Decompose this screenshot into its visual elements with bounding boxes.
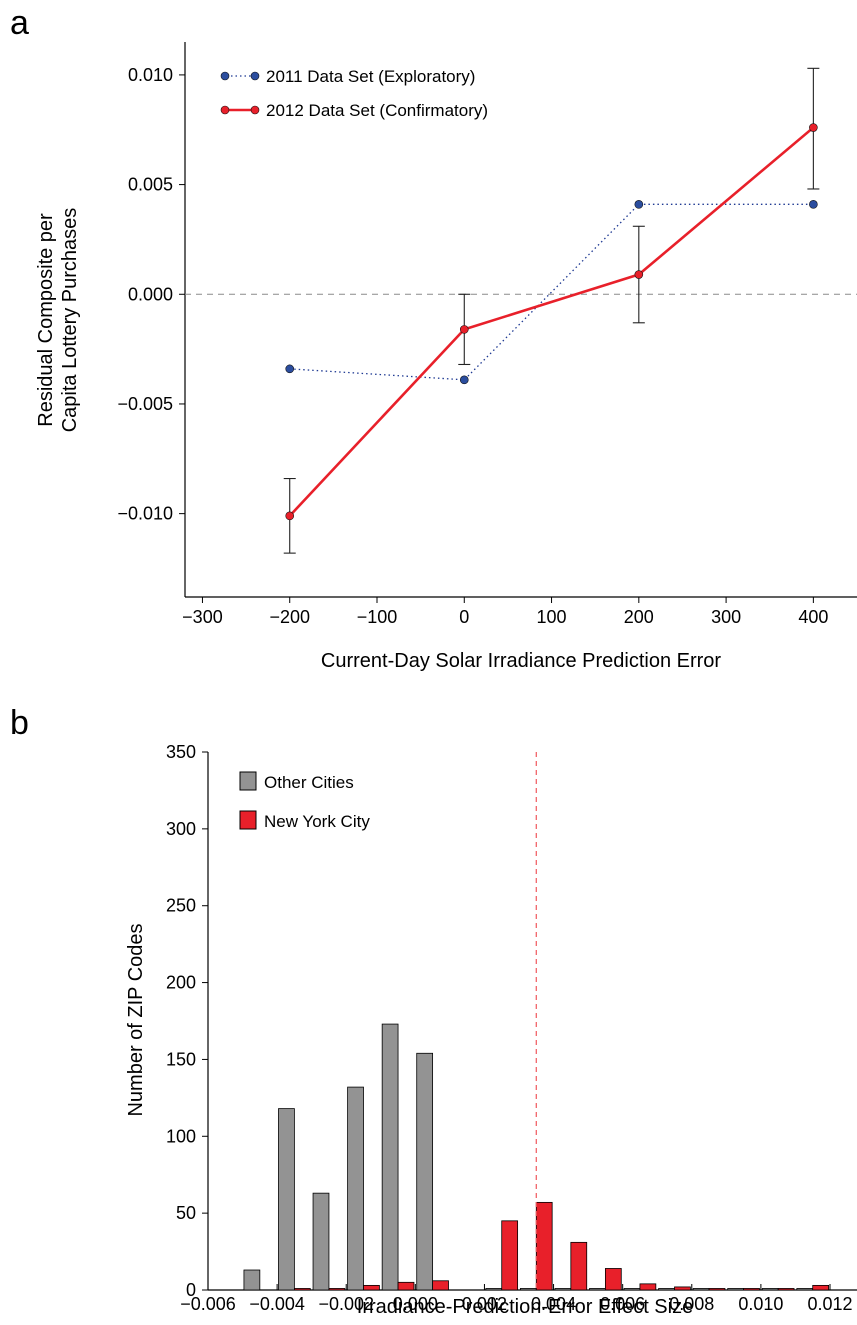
other-cities-bar bbox=[416, 1052, 434, 1291]
panel-b-x-tick-label: −0.006 bbox=[180, 1294, 236, 1314]
panel-a-y-axis-title: Residual Composite per Capita Lottery Pu… bbox=[35, 208, 81, 433]
panel-a-y-tick-label: −0.005 bbox=[117, 394, 173, 414]
panel-a-y-tick-label: 0.010 bbox=[128, 65, 173, 85]
panel-b-bars-layer bbox=[243, 1023, 830, 1291]
new-york-city-bar bbox=[639, 1283, 657, 1291]
other-cities-bar bbox=[589, 1288, 606, 1291]
other-cities-bar bbox=[623, 1288, 641, 1291]
new-york-city-bar bbox=[777, 1288, 795, 1291]
panel-a-ticks: −300 −200 −100 0 100 200 300 400 −0.010 −0.005 0.0… bbox=[117, 65, 828, 627]
legend-2011-label: 2011 Data Set (Exploratory) bbox=[266, 67, 475, 86]
other-cities-bar bbox=[658, 1288, 675, 1291]
series-2012-point bbox=[809, 123, 818, 132]
other-cities-bar bbox=[347, 1086, 364, 1291]
panel-b-ticks: −0.006 −0.004 −0.002 0.000 0.002 0.004 0.006 0.… bbox=[166, 742, 853, 1314]
panel-b-y-axis-title: Number of ZIP Codes bbox=[125, 923, 147, 1116]
panel-b-axes bbox=[207, 752, 857, 1291]
panel-a-x-tick-label: 400 bbox=[798, 607, 828, 627]
other-cities-bar bbox=[485, 1288, 503, 1291]
panel-a-label: a bbox=[10, 4, 29, 42]
new-york-city-bar bbox=[535, 1201, 553, 1291]
new-york-city-bar bbox=[363, 1284, 380, 1291]
new-york-city-bar bbox=[293, 1288, 311, 1291]
legend-other-cities-label: Other Cities bbox=[264, 773, 354, 792]
new-york-city-bar bbox=[328, 1288, 346, 1291]
legend-2011-marker-right bbox=[250, 71, 260, 81]
panel-b-y-tick-label: 300 bbox=[166, 819, 196, 839]
panel-b-label: b bbox=[10, 704, 29, 742]
panel-b-x-tick-label: 0.008 bbox=[669, 1294, 714, 1314]
other-cities-bar bbox=[519, 1288, 537, 1291]
new-york-city-bar bbox=[708, 1288, 726, 1291]
legend-nyc-label: New York City bbox=[264, 812, 370, 831]
other-cities-bar bbox=[278, 1108, 295, 1291]
panel-b-x-tick-label: −0.002 bbox=[318, 1294, 374, 1314]
panel-b-y-tick-label: 200 bbox=[166, 973, 196, 993]
series-2011-point bbox=[809, 200, 818, 209]
other-cities-bar bbox=[761, 1288, 779, 1291]
panel-b-x-tick-label: 0.010 bbox=[738, 1294, 783, 1314]
panel-a-x-tick-label: −200 bbox=[269, 607, 310, 627]
series-2012-point bbox=[285, 511, 295, 521]
panel-b-y-tick-label: 250 bbox=[166, 896, 196, 916]
series-2011-line bbox=[289, 203, 814, 381]
panel-b-x-axis-title: Irradiance-Prediction-Error Effect Size bbox=[357, 1296, 693, 1318]
panel-b-x-tick-label: 0.000 bbox=[393, 1294, 438, 1314]
panel-a-y-tick-label: 0.000 bbox=[128, 284, 173, 304]
panel-a-series-layer bbox=[283, 67, 820, 554]
new-york-city-bar bbox=[743, 1288, 760, 1291]
panel-a-x-tick-label: 0 bbox=[459, 607, 469, 627]
panel-a-x-tick-label: 100 bbox=[537, 607, 567, 627]
series-2011-point bbox=[459, 375, 469, 385]
other-cities-bar bbox=[727, 1288, 745, 1291]
panel-b-y-tick-label: 50 bbox=[176, 1203, 196, 1223]
panel-a-x-axis-title: Current-Day Solar Irradiance Prediction … bbox=[321, 650, 721, 672]
panel-b-x-tick-label: 0.006 bbox=[600, 1294, 645, 1314]
panel-a-x-tick-label: 300 bbox=[711, 607, 741, 627]
panel-b-legend: Other Cities New York City bbox=[239, 771, 370, 831]
legend-nyc-swatch bbox=[239, 810, 257, 830]
new-york-city-bar bbox=[501, 1220, 519, 1291]
panel-b-x-tick-label: 0.002 bbox=[462, 1294, 507, 1314]
other-cities-bar bbox=[312, 1192, 330, 1291]
series-2012-point bbox=[459, 325, 469, 334]
panel-b-y-tick-label: 350 bbox=[166, 742, 196, 762]
panel-a-x-tick-label: 200 bbox=[624, 607, 654, 627]
panel-a-x-tick-label: −100 bbox=[357, 607, 398, 627]
panel-b-x-tick-label: 0.012 bbox=[807, 1294, 852, 1314]
series-2012-line bbox=[288, 126, 815, 517]
other-cities-bar bbox=[796, 1288, 814, 1291]
other-cities-bar bbox=[381, 1023, 399, 1291]
legend-2012-marker-left bbox=[220, 105, 230, 115]
new-york-city-bar bbox=[397, 1281, 415, 1291]
panel-a-legend: 2011 Data Set (Exploratory) 2012 Data Se… bbox=[220, 67, 488, 120]
legend-other-cities-swatch bbox=[239, 771, 257, 791]
new-york-city-bar bbox=[812, 1284, 830, 1291]
series-2011-point bbox=[285, 364, 295, 374]
legend-2012-marker-right bbox=[250, 105, 260, 115]
legend-2012-label: 2012 Data Set (Confirmatory) bbox=[266, 101, 488, 120]
new-york-city-bar bbox=[432, 1280, 449, 1291]
other-cities-bar bbox=[554, 1288, 572, 1291]
panel-b-x-tick-label: 0.004 bbox=[531, 1294, 576, 1314]
new-york-city-bar bbox=[674, 1286, 691, 1291]
panel-a-y-axis-title-line1: Residual Composite per bbox=[35, 213, 57, 427]
other-cities-bar bbox=[243, 1269, 261, 1291]
panel-b-y-tick-label: 0 bbox=[186, 1280, 196, 1300]
legend-2011-marker-left bbox=[220, 71, 230, 81]
series-2012-point bbox=[634, 270, 644, 279]
other-cities-bar bbox=[692, 1288, 710, 1291]
panel-a-y-axis-title-line2: Capita Lottery Purchases bbox=[59, 208, 81, 433]
panel-b-y-tick-label: 100 bbox=[166, 1126, 196, 1146]
new-york-city-bar bbox=[604, 1268, 622, 1291]
panel-a-y-tick-label: 0.005 bbox=[128, 175, 173, 195]
panel-a-x-tick-label: −300 bbox=[182, 607, 223, 627]
panel-a-axes bbox=[184, 42, 857, 598]
panel-a-y-tick-label: −0.010 bbox=[117, 504, 173, 524]
panel-b-y-tick-label: 150 bbox=[166, 1049, 196, 1069]
panel-b-x-tick-label: −0.004 bbox=[249, 1294, 305, 1314]
new-york-city-bar bbox=[570, 1241, 588, 1291]
series-2011-point bbox=[634, 200, 644, 209]
